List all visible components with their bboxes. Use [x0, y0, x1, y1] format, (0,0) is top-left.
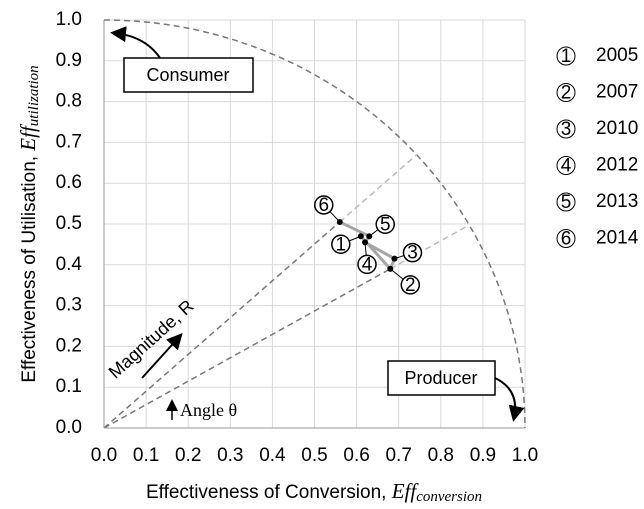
label-circle [402, 242, 423, 263]
angle-ray-extension [339, 154, 418, 223]
y-label-symbol: Eff [16, 123, 40, 152]
legend-number: 4 [561, 156, 572, 177]
point-label: 2 [405, 275, 416, 296]
y-tick-label: 0.5 [56, 213, 82, 234]
point-label: 5 [380, 214, 391, 235]
data-point [366, 233, 373, 240]
magnitude-arrow [141, 333, 183, 379]
x-tick-label: 0.7 [385, 445, 411, 466]
point-label: 6 [318, 195, 329, 216]
y-tick-label: 0.9 [56, 50, 82, 71]
legend-circle [556, 119, 576, 139]
data-point [336, 218, 343, 225]
legend-number: 3 [561, 119, 572, 140]
magnitude-arc [103, 19, 526, 429]
y-tick-label: 0.3 [56, 295, 82, 316]
legend-number: 2 [561, 83, 572, 104]
x-tick-label: 0.5 [301, 445, 327, 466]
legend-circle [556, 192, 576, 212]
data-point [387, 265, 394, 272]
legend-number: 1 [561, 46, 572, 67]
x-axis-label: Effectiveness of Conversion, Effconversi… [146, 479, 482, 506]
consumer-label: Consumer [146, 65, 229, 85]
legend-number: 6 [561, 229, 572, 250]
x-tick-label: 0.0 [91, 445, 117, 466]
point-label: 1 [336, 234, 347, 255]
producer-arrow [494, 377, 525, 422]
x-tick-label: 0.4 [259, 445, 286, 466]
trajectory-line [339, 220, 397, 272]
angle-ray [103, 268, 391, 429]
x-tick-label: 0.6 [343, 445, 369, 466]
y-tick-label: 0.4 [56, 254, 83, 275]
label-circle [331, 234, 351, 254]
y-tick-label: 0.1 [56, 376, 82, 397]
y-label-subscript: utilization [26, 65, 42, 126]
y-label-text: Effectiveness of Utilisation, [19, 151, 40, 383]
x-tick-label: 0.2 [175, 445, 201, 466]
consumer-box [123, 57, 254, 93]
legend-circle [556, 229, 576, 248]
data-point [391, 255, 398, 262]
y-tick-label: 1.0 [56, 9, 82, 30]
legend-year: 2005 [596, 45, 638, 66]
x-tick-label: 0.9 [470, 445, 496, 466]
legend-year: 2007 [596, 82, 638, 103]
angle-ray [103, 221, 341, 429]
legend-circle [556, 46, 576, 66]
y-tick-label: 0.7 [56, 131, 82, 152]
legend-circle [556, 156, 576, 175]
y-tick-label: 0.0 [56, 417, 82, 438]
legend-year: 2014 [596, 228, 639, 249]
x-tick-label: 0.1 [133, 445, 159, 466]
point-label: 4 [362, 254, 373, 275]
label-circle [375, 214, 395, 234]
data-point [357, 233, 364, 240]
legend-number: 5 [561, 192, 572, 213]
x-tick-label: 0.8 [428, 445, 454, 466]
y-axis-label: Effectiveness of Utilisation, Effutiliza… [16, 65, 43, 382]
x-label-symbol: Eff [391, 479, 420, 503]
y-tick-label: 0.2 [56, 335, 82, 356]
x-tick-label: 1.0 [512, 445, 538, 466]
y-tick-label: 0.6 [56, 172, 82, 193]
x-label-text: Effectiveness of Conversion, [146, 482, 392, 503]
angle-ray-extension [389, 224, 470, 270]
producer-label: Producer [404, 368, 477, 388]
legend-year: 2010 [596, 118, 638, 139]
label-circle [357, 254, 377, 275]
label-circle [314, 195, 334, 215]
x-label-subscript: conversion [416, 489, 482, 505]
data-point [362, 239, 369, 246]
x-tick-label: 0.3 [217, 445, 243, 466]
legend-year: 2012 [596, 155, 638, 176]
label-circle [400, 275, 421, 295]
consumer-arrow [110, 26, 161, 59]
angle-label: Angle θ [180, 400, 237, 420]
legend-year: 2013 [596, 191, 638, 212]
point-label: 3 [407, 243, 418, 264]
y-tick-label: 0.8 [56, 91, 82, 112]
legend-circle [556, 83, 576, 102]
